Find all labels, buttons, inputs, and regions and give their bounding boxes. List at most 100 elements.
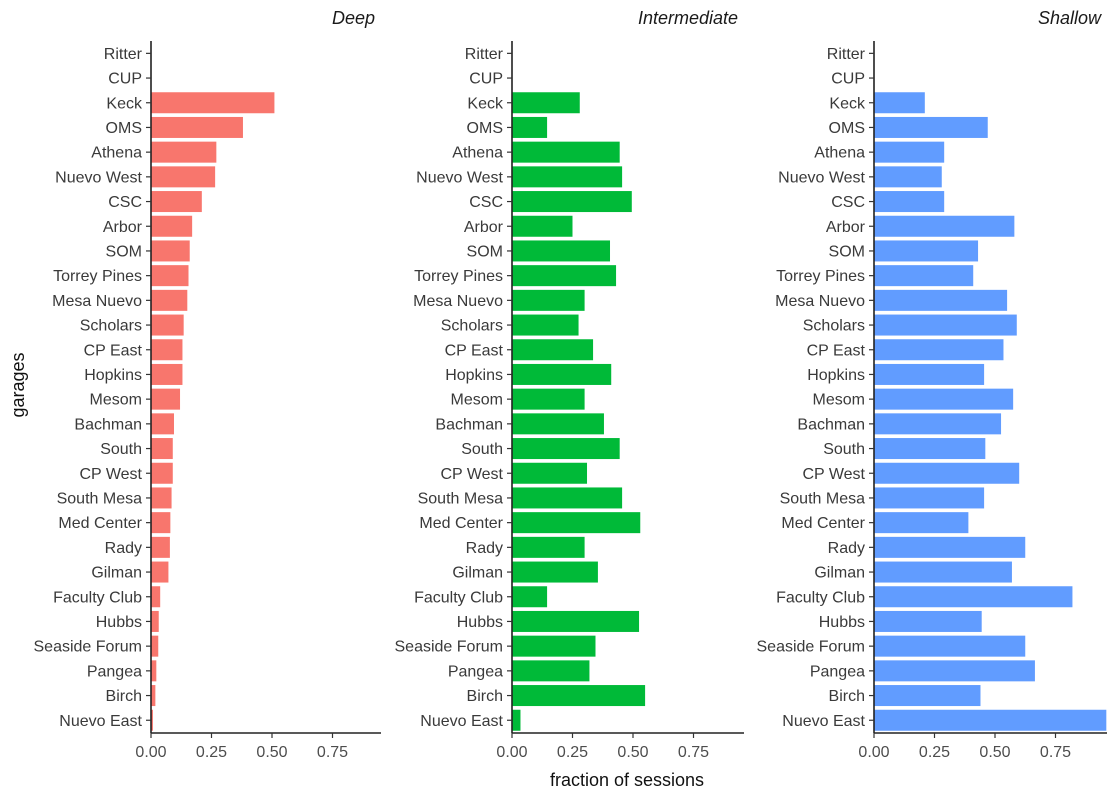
category-label-intermediate-mesom: Mesom [451,392,503,409]
bar-shallow-athena [874,141,945,163]
x-axis-title: fraction of sessions [550,770,704,790]
bar-deep-scholars [151,314,184,336]
bar-shallow-csc [874,191,945,213]
category-label-deep-scholars: Scholars [80,318,142,335]
bar-intermediate-south-mesa [512,487,623,509]
category-label-shallow-scholars: Scholars [803,318,865,335]
bar-deep-som [151,240,190,262]
bar-deep-hubbs [151,610,159,632]
x-tick-label-shallow-2: 0.50 [979,744,1010,761]
category-label-intermediate-athena: Athena [452,145,503,162]
category-label-deep-birch: Birch [106,688,142,705]
category-label-intermediate-scholars: Scholars [441,318,503,335]
category-label-deep-arbor: Arbor [103,219,143,236]
category-label-deep-nuevo-west: Nuevo West [55,169,142,186]
category-label-intermediate-csc: CSC [469,194,503,211]
category-label-deep-torrey-pines: Torrey Pines [53,268,142,285]
category-label-intermediate-south: South [461,441,503,458]
x-tick-label-shallow-0: 0.00 [858,744,889,761]
bar-deep-faculty-club [151,586,161,608]
x-tick-label-deep-3: 0.75 [317,744,348,761]
bar-deep-hopkins [151,363,183,385]
category-label-shallow-hubbs: Hubbs [819,614,865,631]
bar-intermediate-faculty-club [512,586,548,608]
bar-shallow-pangea [874,660,1035,682]
x-tick-label-intermediate-3: 0.75 [678,744,709,761]
category-label-shallow-nuevo-east: Nuevo East [782,713,865,730]
panel-title-shallow: Shallow [1038,8,1102,28]
category-label-intermediate-hopkins: Hopkins [445,367,503,384]
category-label-shallow-birch: Birch [829,688,865,705]
category-label-shallow-mesa-nuevo: Mesa Nuevo [775,293,865,310]
category-label-intermediate-birch: Birch [467,688,503,705]
category-label-deep-cp-east: CP East [84,342,143,359]
bar-shallow-bachman [874,413,1002,435]
x-tick-label-deep-1: 0.25 [196,744,227,761]
bar-deep-south [151,438,173,460]
panel-title-deep: Deep [332,8,375,28]
bar-intermediate-birch [512,685,646,707]
bar-shallow-arbor [874,215,1015,237]
bar-deep-bachman [151,413,174,435]
category-label-intermediate-arbor: Arbor [464,219,504,236]
bar-intermediate-med-center [512,512,641,534]
bar-deep-arbor [151,215,193,237]
x-tick-label-shallow-3: 0.75 [1040,744,1071,761]
category-label-shallow-ritter: Ritter [827,46,866,63]
category-label-intermediate-mesa-nuevo: Mesa Nuevo [413,293,503,310]
bar-intermediate-nuevo-west [512,166,623,188]
category-label-shallow-faculty-club: Faculty Club [776,589,865,606]
bar-intermediate-torrey-pines [512,265,617,287]
bar-deep-birch [151,685,156,707]
bar-deep-med-center [151,512,171,534]
bar-deep-oms [151,116,243,138]
category-label-intermediate-keck: Keck [467,95,504,112]
category-label-deep-faculty-club: Faculty Club [53,589,142,606]
bar-deep-mesa-nuevo [151,289,188,311]
category-label-intermediate-torrey-pines: Torrey Pines [414,268,503,285]
category-label-deep-cup: CUP [108,71,142,88]
category-label-intermediate-rady: Rady [466,540,503,557]
bar-shallow-cp-west [874,462,1020,484]
bar-deep-cp-east [151,339,183,361]
bar-shallow-hubbs [874,610,982,632]
category-label-deep-bachman: Bachman [74,416,142,433]
bar-shallow-keck [874,92,925,114]
bar-shallow-scholars [874,314,1017,336]
bar-intermediate-mesa-nuevo [512,289,585,311]
bar-deep-nuevo-east [151,709,153,731]
bar-deep-seaside-forum [151,635,159,657]
category-label-shallow-cp-east: CP East [807,342,866,359]
bar-intermediate-csc [512,191,632,213]
bar-shallow-rady [874,536,1026,558]
bar-shallow-nuevo-east [874,709,1107,731]
bar-intermediate-som [512,240,611,262]
bar-deep-south-mesa [151,487,172,509]
category-label-deep-nuevo-east: Nuevo East [59,713,142,730]
bar-shallow-oms [874,116,988,138]
category-label-deep-mesom: Mesom [90,392,142,409]
category-label-deep-keck: Keck [106,95,143,112]
category-label-deep-pangea: Pangea [87,663,142,680]
category-label-intermediate-nuevo-east: Nuevo East [420,713,503,730]
category-label-intermediate-pangea: Pangea [448,663,503,680]
category-label-shallow-arbor: Arbor [826,219,866,236]
bar-shallow-mesom [874,388,1014,410]
bar-intermediate-athena [512,141,620,163]
category-label-shallow-south-mesa: South Mesa [780,490,865,507]
bar-shallow-seaside-forum [874,635,1026,657]
category-label-intermediate-cp-west: CP West [440,466,503,483]
y-axis-title: garages [8,352,28,417]
bar-intermediate-hopkins [512,363,612,385]
category-label-intermediate-ritter: Ritter [465,46,504,63]
category-label-intermediate-cup: CUP [469,71,503,88]
bar-intermediate-mesom [512,388,585,410]
category-label-intermediate-seaside-forum: Seaside Forum [395,639,504,656]
category-label-deep-rady: Rady [105,540,142,557]
category-label-deep-seaside-forum: Seaside Forum [34,639,143,656]
bar-deep-csc [151,191,202,213]
category-label-shallow-keck: Keck [829,95,866,112]
x-tick-label-intermediate-1: 0.25 [557,744,588,761]
